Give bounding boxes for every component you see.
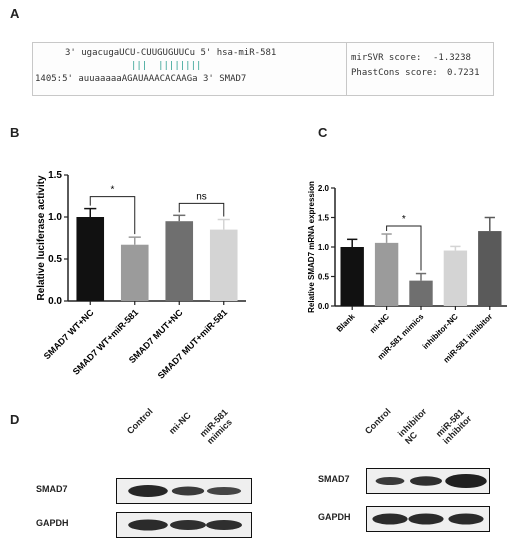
alignment-box: 3' ugacugaUCU-CUUGUGUUCu 5' hsa-miR-581 … bbox=[32, 42, 348, 96]
y-tick-label: 1.0 bbox=[48, 212, 62, 223]
bar bbox=[374, 242, 399, 306]
y-tick-label: 1.5 bbox=[318, 214, 330, 223]
blot-strip bbox=[116, 512, 252, 538]
y-axis-label: Relative SMAD7 mRNA expression bbox=[307, 181, 316, 313]
blot-band bbox=[375, 477, 405, 485]
significance-label: * bbox=[111, 185, 115, 196]
panel-letter-a: A bbox=[10, 6, 20, 21]
bar bbox=[120, 244, 149, 301]
blot-row-label: SMAD7 bbox=[318, 474, 350, 484]
category-label: mi-NC bbox=[368, 312, 391, 335]
significance-bracket bbox=[386, 225, 422, 271]
bar bbox=[478, 231, 502, 306]
y-tick-label: 1.5 bbox=[48, 170, 62, 181]
western-blot-inhibitor: Control inhibitor NC miR-581 inhibitor SMAD7 G… bbox=[262, 406, 524, 550]
lane-label: Control bbox=[124, 406, 155, 436]
blot-strip bbox=[366, 506, 490, 532]
pairing-marks: ||| |||||||| bbox=[131, 61, 202, 71]
bar bbox=[340, 247, 364, 306]
y-tick-label: 0.5 bbox=[318, 273, 330, 282]
panel-letter-c: C bbox=[318, 125, 328, 140]
bar bbox=[409, 280, 433, 306]
phastcons-value: 0.7231 bbox=[447, 68, 480, 78]
blot-row-label: GAPDH bbox=[318, 512, 351, 522]
blot-band bbox=[171, 486, 205, 496]
lane-label: inhibitor NC bbox=[395, 406, 429, 446]
bar bbox=[165, 221, 194, 301]
blot-band bbox=[206, 520, 242, 530]
blot-band bbox=[206, 487, 242, 495]
mirsvr-value: -1.3238 bbox=[433, 53, 471, 63]
score-box: mirSVR score: -1.3238 PhastCons score: 0… bbox=[346, 42, 494, 96]
bar bbox=[76, 217, 105, 301]
significance-bracket bbox=[178, 202, 225, 217]
y-tick-label: 2.0 bbox=[318, 184, 330, 193]
blot-band bbox=[445, 474, 487, 488]
blot-band bbox=[372, 513, 408, 525]
blot-band bbox=[408, 513, 444, 525]
phastcons-label: PhastCons score: bbox=[351, 68, 438, 78]
y-tick-label: 0.0 bbox=[318, 302, 330, 311]
blot-band bbox=[128, 519, 168, 531]
lane-label: miR-581 inhibitor bbox=[433, 407, 474, 446]
y-tick-label: 1.0 bbox=[318, 243, 330, 252]
significance-label: ns bbox=[196, 191, 207, 202]
y-axis-label: Relative luciferase activity bbox=[36, 175, 47, 301]
lane-label: Control bbox=[362, 406, 393, 436]
mirna-sequence: 3' ugacugaUCU-CUUGUGUUCu 5' hsa-miR-581 bbox=[65, 48, 277, 58]
blot-band bbox=[128, 485, 168, 497]
blot-band bbox=[448, 513, 484, 525]
target-sequence: 1405:5' auuaaaaaAGAUAAACACAAGa 3' SMAD7 bbox=[35, 74, 247, 84]
mirsvr-label: mirSVR score: bbox=[351, 53, 422, 63]
blot-row-label: GAPDH bbox=[36, 518, 69, 528]
significance-bracket bbox=[89, 196, 136, 235]
y-tick-label: 0.0 bbox=[48, 296, 62, 307]
blot-band bbox=[170, 520, 206, 530]
blot-row-label: SMAD7 bbox=[36, 484, 68, 494]
blot-band bbox=[410, 476, 442, 486]
lane-label: mi-NC bbox=[166, 410, 193, 436]
panel-letter-b: B bbox=[10, 125, 20, 140]
lane-label: miR-581 mimics bbox=[197, 407, 234, 446]
blot-strip bbox=[366, 468, 490, 494]
bar bbox=[443, 250, 468, 306]
bar bbox=[209, 229, 238, 301]
blot-strip bbox=[116, 478, 252, 504]
significance-label: * bbox=[402, 214, 406, 225]
panel-letter-d: D bbox=[10, 412, 20, 427]
category-label: Blank bbox=[335, 312, 357, 334]
y-tick-label: 0.5 bbox=[48, 254, 62, 265]
western-blot-mimics: Control mi-NC miR-581 mimics SMAD7 GAPDH bbox=[0, 406, 262, 550]
